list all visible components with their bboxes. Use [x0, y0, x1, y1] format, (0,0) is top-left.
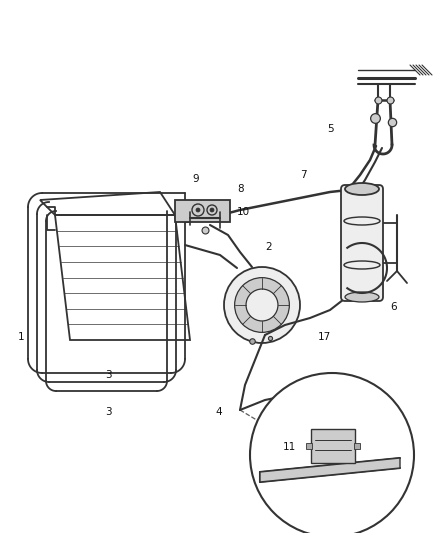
Text: 8: 8	[237, 184, 244, 194]
Text: 9: 9	[192, 174, 198, 184]
Text: 2: 2	[265, 242, 272, 252]
FancyBboxPatch shape	[311, 429, 355, 463]
Ellipse shape	[345, 183, 379, 195]
Circle shape	[196, 208, 200, 212]
Circle shape	[207, 205, 217, 215]
Text: 3: 3	[105, 370, 112, 380]
Ellipse shape	[345, 292, 379, 302]
Bar	[244, 277, 280, 333]
Bar	[175, 200, 230, 222]
Circle shape	[246, 289, 278, 321]
Text: 17: 17	[318, 332, 331, 342]
FancyBboxPatch shape	[341, 185, 383, 301]
Text: 11: 11	[283, 442, 296, 452]
Circle shape	[250, 373, 414, 533]
Circle shape	[210, 208, 214, 212]
Text: 1: 1	[18, 332, 25, 342]
Polygon shape	[260, 458, 400, 482]
Circle shape	[235, 278, 290, 333]
Circle shape	[192, 204, 204, 216]
Text: 6: 6	[390, 302, 397, 312]
Text: 7: 7	[300, 170, 307, 180]
Circle shape	[224, 267, 300, 343]
Text: 4: 4	[215, 407, 222, 417]
Text: 3: 3	[105, 407, 112, 417]
Text: 5: 5	[327, 124, 334, 134]
Text: 10: 10	[237, 207, 250, 217]
